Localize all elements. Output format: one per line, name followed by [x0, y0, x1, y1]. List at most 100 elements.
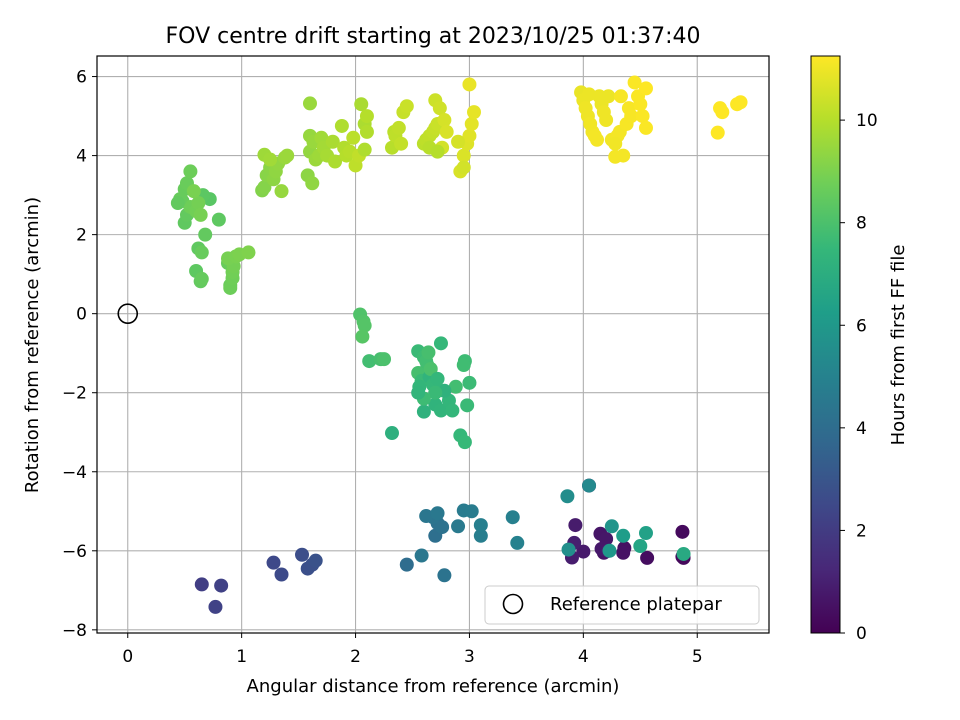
data-point — [295, 547, 310, 562]
data-point — [194, 245, 209, 260]
data-point — [421, 345, 436, 360]
data-point — [414, 548, 429, 563]
data-point — [305, 176, 320, 191]
data-point — [445, 403, 460, 418]
data-point — [633, 97, 648, 112]
legend-box — [484, 585, 760, 625]
data-point — [394, 136, 409, 151]
data-point — [280, 148, 295, 163]
data-point — [423, 362, 438, 377]
data-point — [430, 506, 445, 521]
x-tick-label: 3 — [464, 647, 475, 667]
data-point — [257, 180, 272, 195]
y-tick-label: 2 — [76, 226, 87, 246]
data-point — [604, 519, 619, 534]
data-point — [464, 504, 479, 519]
data-point — [430, 144, 445, 159]
plot-area-frame — [96, 55, 770, 634]
data-point — [462, 375, 477, 390]
y-tick-label: −6 — [62, 542, 87, 562]
x-tick-label: 2 — [350, 647, 361, 667]
data-point — [211, 212, 226, 227]
data-point — [411, 385, 426, 400]
legend-marker — [502, 593, 524, 615]
scatter-points — [170, 75, 748, 614]
data-point — [334, 118, 349, 133]
data-point — [399, 99, 414, 114]
data-point — [359, 124, 374, 139]
data-point — [193, 207, 208, 222]
colorbar-tick-label: 4 — [856, 419, 867, 439]
data-point — [437, 113, 452, 128]
y-tick-label: 6 — [76, 68, 87, 88]
data-point — [635, 109, 650, 124]
data-point — [601, 89, 616, 104]
data-point — [208, 599, 223, 614]
colorbar — [810, 55, 841, 634]
data-point — [194, 271, 209, 286]
data-point — [608, 136, 623, 151]
x-axis-ticks: 0 1 2 3 4 5 — [122, 633, 703, 667]
data-point — [241, 245, 256, 260]
data-point — [302, 96, 317, 111]
data-point — [186, 184, 201, 199]
data-point — [505, 510, 520, 525]
data-point — [428, 385, 443, 400]
data-point — [462, 77, 477, 92]
data-point — [430, 371, 445, 386]
data-point — [616, 148, 631, 163]
data-point — [325, 134, 340, 149]
colorbar-tick-label: 8 — [856, 214, 867, 234]
data-point — [433, 336, 448, 351]
data-point — [308, 553, 323, 568]
data-point — [266, 555, 281, 570]
data-point — [456, 148, 471, 163]
data-point — [416, 404, 431, 419]
data-point — [561, 542, 576, 557]
data-point — [590, 132, 605, 147]
data-point — [451, 134, 466, 149]
data-point — [359, 109, 374, 124]
data-point — [391, 120, 406, 135]
data-point — [624, 109, 639, 124]
data-point — [733, 95, 748, 110]
data-point — [263, 152, 278, 167]
data-point — [191, 196, 206, 211]
data-point — [582, 87, 597, 102]
colorbar-tick-label: 10 — [856, 111, 878, 131]
data-point — [419, 509, 434, 524]
y-axis-label: Rotation from reference (arcmin) — [22, 197, 43, 493]
data-point — [599, 113, 614, 128]
data-point — [675, 524, 690, 539]
x-axis-label: Angular distance from reference (arcmin) — [247, 676, 620, 697]
data-point — [399, 557, 414, 572]
data-point — [198, 227, 213, 242]
data-point — [462, 128, 477, 143]
colorbar-tick-label: 6 — [856, 316, 867, 336]
data-point — [460, 398, 475, 413]
data-point — [616, 545, 631, 560]
data-point — [328, 154, 343, 169]
data-point — [638, 120, 653, 135]
data-point — [433, 403, 448, 418]
reference-platepar-marker — [117, 303, 139, 324]
data-point — [274, 184, 289, 199]
data-point — [638, 81, 653, 96]
data-point — [640, 550, 655, 565]
data-point — [613, 89, 628, 104]
data-point — [715, 105, 730, 120]
x-tick-label: 0 — [122, 647, 133, 667]
data-point — [451, 519, 466, 534]
data-point — [576, 544, 591, 559]
legend-label: Reference platepar — [550, 594, 722, 615]
colorbar-ticks: 0 2 4 6 8 10 — [840, 111, 878, 644]
data-point — [510, 535, 525, 550]
data-point — [473, 528, 488, 543]
data-point — [435, 520, 450, 535]
colorbar-label: Hours from first FF file — [888, 245, 909, 446]
data-point — [464, 116, 479, 131]
data-point — [602, 543, 617, 558]
data-point — [354, 97, 369, 112]
y-tick-label: −4 — [62, 463, 87, 483]
data-point — [377, 352, 392, 367]
